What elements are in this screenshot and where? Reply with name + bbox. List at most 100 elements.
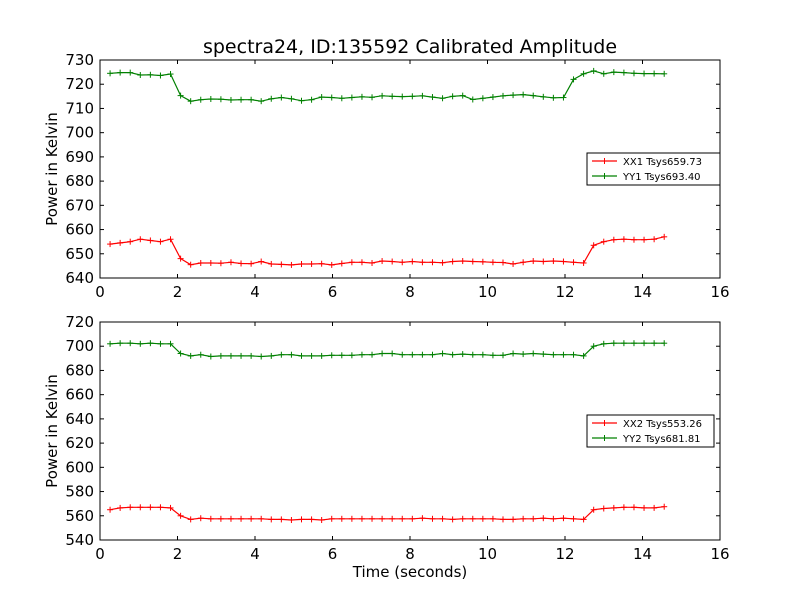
data-point — [500, 259, 506, 266]
data-point — [217, 352, 224, 359]
data-point — [429, 351, 436, 358]
data-point — [399, 93, 406, 100]
data-point — [328, 352, 335, 359]
data-point — [651, 70, 658, 77]
data-point — [348, 352, 355, 359]
data-point — [369, 94, 376, 101]
data-point — [278, 351, 285, 358]
data-point — [137, 72, 144, 79]
data-point — [389, 93, 396, 100]
data-point — [298, 352, 305, 359]
data-point — [520, 515, 527, 522]
data-point — [258, 353, 265, 360]
data-point — [479, 258, 486, 265]
data-point — [620, 236, 627, 243]
y-tick-label: 660 — [65, 221, 94, 239]
data-point — [600, 340, 607, 347]
x-tick-label: 0 — [95, 545, 105, 563]
data-point — [651, 504, 658, 511]
data-point — [510, 516, 517, 523]
x-tick-label: 10 — [478, 283, 497, 301]
x-tick-label: 6 — [328, 545, 338, 563]
data-point — [348, 259, 355, 266]
data-point — [439, 259, 446, 266]
data-point — [358, 259, 365, 266]
data-point — [328, 94, 335, 101]
data-point — [197, 259, 204, 266]
data-point — [127, 340, 134, 347]
data-point — [338, 260, 345, 267]
data-point — [489, 515, 496, 522]
data-point — [197, 515, 204, 522]
y-tick-label: 700 — [65, 337, 94, 355]
x-tick-label: 4 — [250, 283, 260, 301]
data-point — [137, 504, 144, 511]
data-point — [278, 261, 285, 268]
data-point — [147, 340, 154, 347]
data-point — [308, 516, 315, 523]
x-axis-label: Time (seconds) — [352, 563, 468, 581]
data-point — [449, 516, 456, 523]
data-point — [227, 96, 234, 103]
data-point — [520, 351, 527, 358]
data-point — [399, 259, 406, 266]
data-point — [127, 238, 134, 245]
data-point — [630, 504, 637, 511]
data-point — [439, 350, 446, 357]
data-point — [600, 70, 607, 77]
data-point — [358, 93, 365, 100]
data-point — [449, 93, 456, 100]
data-point — [540, 351, 547, 358]
data-point — [510, 260, 517, 267]
x-tick-label: 14 — [633, 283, 652, 301]
data-point — [479, 95, 486, 102]
data-point — [469, 258, 476, 265]
y-tick-label: 720 — [65, 313, 94, 331]
y-tick-label: 560 — [65, 507, 94, 525]
data-point — [590, 67, 597, 74]
data-point — [510, 92, 517, 99]
data-point — [610, 69, 617, 76]
data-point — [288, 95, 295, 102]
x-tick-label: 14 — [633, 545, 652, 563]
data-point — [147, 237, 154, 244]
series-line — [110, 70, 665, 102]
data-point — [248, 260, 255, 267]
data-point — [358, 515, 365, 522]
legend-item: YY1 Tsys693.40 — [592, 172, 701, 183]
data-point — [630, 70, 637, 77]
data-point — [238, 260, 245, 267]
x-tick-label: 8 — [405, 545, 415, 563]
data-point — [107, 241, 114, 248]
data-point — [540, 258, 547, 265]
data-point — [661, 233, 668, 240]
data-point — [550, 258, 557, 265]
data-point — [358, 351, 365, 358]
data-point — [560, 351, 567, 358]
data-point — [288, 351, 295, 358]
data-point — [419, 92, 426, 99]
data-point — [318, 94, 325, 101]
data-point — [580, 259, 587, 266]
data-point — [107, 340, 114, 347]
data-point — [177, 350, 184, 357]
data-point — [338, 515, 345, 522]
data-point — [328, 261, 335, 268]
data-point — [238, 515, 245, 522]
data-point — [449, 351, 456, 358]
data-point — [187, 352, 194, 359]
series-line — [110, 342, 665, 358]
y-tick-label: 660 — [65, 386, 94, 404]
data-point — [157, 72, 164, 79]
data-point — [328, 515, 335, 522]
data-point — [288, 517, 295, 524]
data-point — [298, 260, 305, 267]
data-point — [459, 258, 466, 265]
data-point — [610, 504, 617, 511]
data-point — [540, 515, 547, 522]
data-point — [469, 96, 476, 103]
data-point — [570, 351, 577, 358]
data-point — [207, 259, 214, 266]
data-point — [348, 515, 355, 522]
